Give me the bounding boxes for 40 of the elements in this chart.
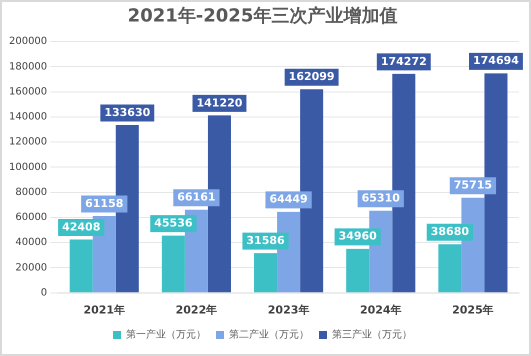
bar bbox=[162, 236, 185, 292]
x-tick-label: 2023年 bbox=[268, 303, 310, 316]
data-label: 31586 bbox=[246, 234, 286, 247]
data-label: 174272 bbox=[380, 54, 427, 68]
x-tick-label: 2021年 bbox=[83, 303, 126, 316]
legend-label: 第三产业（万元） bbox=[332, 328, 412, 341]
y-tick-label: 160000 bbox=[8, 86, 48, 98]
data-label: 66161 bbox=[177, 190, 216, 204]
data-label: 34960 bbox=[338, 230, 378, 243]
data-label: 42408 bbox=[62, 220, 100, 234]
data-label: 38680 bbox=[430, 225, 470, 238]
legend-label: 第一产业（万元） bbox=[126, 328, 206, 341]
data-label: 61158 bbox=[85, 196, 124, 210]
bar bbox=[438, 244, 462, 292]
data-label: 174694 bbox=[472, 54, 520, 68]
y-tick-label: 120000 bbox=[8, 136, 48, 148]
data-label: 162099 bbox=[288, 70, 335, 84]
y-tick-label: 0 bbox=[40, 287, 48, 298]
y-tick-label: 180000 bbox=[8, 61, 48, 72]
y-tick-label: 80000 bbox=[15, 186, 48, 198]
data-label: 65310 bbox=[362, 192, 400, 205]
bar bbox=[70, 240, 93, 292]
y-tick-label: 40000 bbox=[15, 237, 48, 248]
x-tick-label: 2025年 bbox=[452, 303, 494, 316]
y-tick-label: 60000 bbox=[15, 212, 48, 224]
data-label: 45536 bbox=[154, 216, 193, 230]
y-tick-label: 20000 bbox=[15, 262, 48, 274]
bar bbox=[254, 253, 278, 292]
y-tick-label: 100000 bbox=[8, 162, 48, 173]
bar bbox=[346, 248, 370, 292]
legend-label: 第二产业（万元） bbox=[229, 328, 309, 341]
y-tick-label: 140000 bbox=[8, 112, 48, 123]
x-tick-label: 2022年 bbox=[176, 303, 218, 316]
chart-title: 2021年-2025年三次产业增加值 bbox=[128, 5, 398, 26]
y-tick-label: 200000 bbox=[8, 36, 48, 48]
x-tick-label: 2024年 bbox=[360, 303, 402, 316]
data-label: 141220 bbox=[196, 96, 243, 110]
data-label: 75715 bbox=[454, 178, 492, 192]
data-label: 133630 bbox=[104, 106, 151, 119]
data-label: 64449 bbox=[269, 192, 308, 206]
